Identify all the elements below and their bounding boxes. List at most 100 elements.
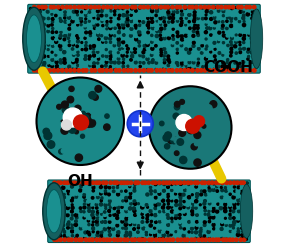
Circle shape: [108, 238, 111, 242]
Circle shape: [101, 58, 104, 60]
Circle shape: [54, 227, 57, 230]
Circle shape: [154, 193, 156, 195]
Circle shape: [179, 182, 182, 185]
Circle shape: [224, 210, 227, 213]
Circle shape: [54, 230, 57, 233]
Circle shape: [135, 44, 137, 47]
Circle shape: [89, 34, 92, 36]
Circle shape: [196, 183, 198, 185]
Circle shape: [126, 11, 128, 13]
Circle shape: [209, 206, 211, 209]
Circle shape: [217, 10, 220, 12]
Circle shape: [179, 196, 182, 199]
Circle shape: [160, 27, 163, 30]
Circle shape: [154, 214, 157, 217]
Circle shape: [238, 14, 240, 16]
Circle shape: [105, 14, 108, 17]
Circle shape: [139, 62, 141, 64]
Circle shape: [130, 20, 133, 22]
Circle shape: [137, 203, 139, 204]
Circle shape: [232, 230, 235, 233]
Circle shape: [71, 204, 73, 206]
Circle shape: [155, 68, 158, 70]
Circle shape: [171, 41, 174, 44]
Circle shape: [139, 65, 141, 68]
Circle shape: [90, 148, 95, 153]
Circle shape: [239, 30, 242, 33]
Circle shape: [101, 61, 104, 64]
Circle shape: [164, 28, 166, 30]
Circle shape: [163, 134, 170, 141]
Circle shape: [176, 57, 179, 60]
Circle shape: [73, 54, 75, 56]
Circle shape: [102, 24, 104, 27]
Circle shape: [210, 31, 212, 32]
Circle shape: [93, 33, 95, 36]
Circle shape: [106, 28, 108, 30]
Circle shape: [189, 40, 192, 43]
Circle shape: [223, 68, 226, 72]
Circle shape: [92, 192, 94, 195]
Circle shape: [35, 27, 38, 30]
Circle shape: [64, 14, 66, 16]
Circle shape: [99, 203, 103, 206]
Circle shape: [188, 220, 190, 223]
Circle shape: [80, 235, 82, 237]
Circle shape: [175, 62, 178, 64]
Circle shape: [162, 68, 166, 72]
Circle shape: [48, 58, 50, 60]
Circle shape: [179, 130, 186, 136]
Circle shape: [92, 234, 95, 237]
Circle shape: [182, 224, 185, 227]
Circle shape: [68, 44, 71, 46]
Circle shape: [185, 10, 187, 13]
Circle shape: [197, 34, 200, 36]
Circle shape: [162, 214, 165, 217]
Circle shape: [62, 50, 66, 54]
Circle shape: [214, 30, 217, 33]
Circle shape: [248, 65, 250, 68]
Circle shape: [43, 10, 46, 13]
Circle shape: [235, 18, 237, 20]
Circle shape: [204, 17, 207, 20]
Circle shape: [201, 68, 203, 70]
Circle shape: [147, 181, 150, 184]
Circle shape: [179, 223, 181, 226]
Circle shape: [171, 204, 173, 206]
Circle shape: [100, 190, 103, 193]
Circle shape: [255, 17, 257, 19]
Circle shape: [189, 27, 191, 30]
Circle shape: [105, 42, 107, 43]
Circle shape: [208, 224, 211, 226]
Circle shape: [172, 58, 175, 60]
Circle shape: [71, 99, 79, 107]
Circle shape: [174, 195, 177, 198]
Circle shape: [75, 230, 77, 233]
Circle shape: [72, 34, 74, 37]
Circle shape: [34, 37, 36, 39]
Circle shape: [186, 119, 200, 133]
Circle shape: [204, 200, 206, 202]
Circle shape: [136, 181, 140, 184]
Circle shape: [155, 14, 157, 16]
Circle shape: [213, 183, 215, 185]
Circle shape: [152, 30, 154, 32]
Circle shape: [88, 182, 91, 186]
Circle shape: [101, 51, 103, 54]
Circle shape: [83, 206, 86, 209]
Circle shape: [148, 27, 150, 29]
Circle shape: [225, 227, 227, 230]
Circle shape: [64, 54, 66, 56]
Circle shape: [146, 221, 148, 223]
Circle shape: [122, 68, 126, 72]
Circle shape: [167, 58, 170, 61]
Circle shape: [92, 51, 95, 54]
Circle shape: [191, 210, 194, 213]
Circle shape: [92, 30, 95, 32]
Circle shape: [109, 189, 111, 191]
Circle shape: [135, 13, 138, 16]
Circle shape: [87, 203, 90, 206]
Circle shape: [193, 47, 195, 49]
Circle shape: [215, 210, 219, 213]
Circle shape: [65, 5, 69, 9]
